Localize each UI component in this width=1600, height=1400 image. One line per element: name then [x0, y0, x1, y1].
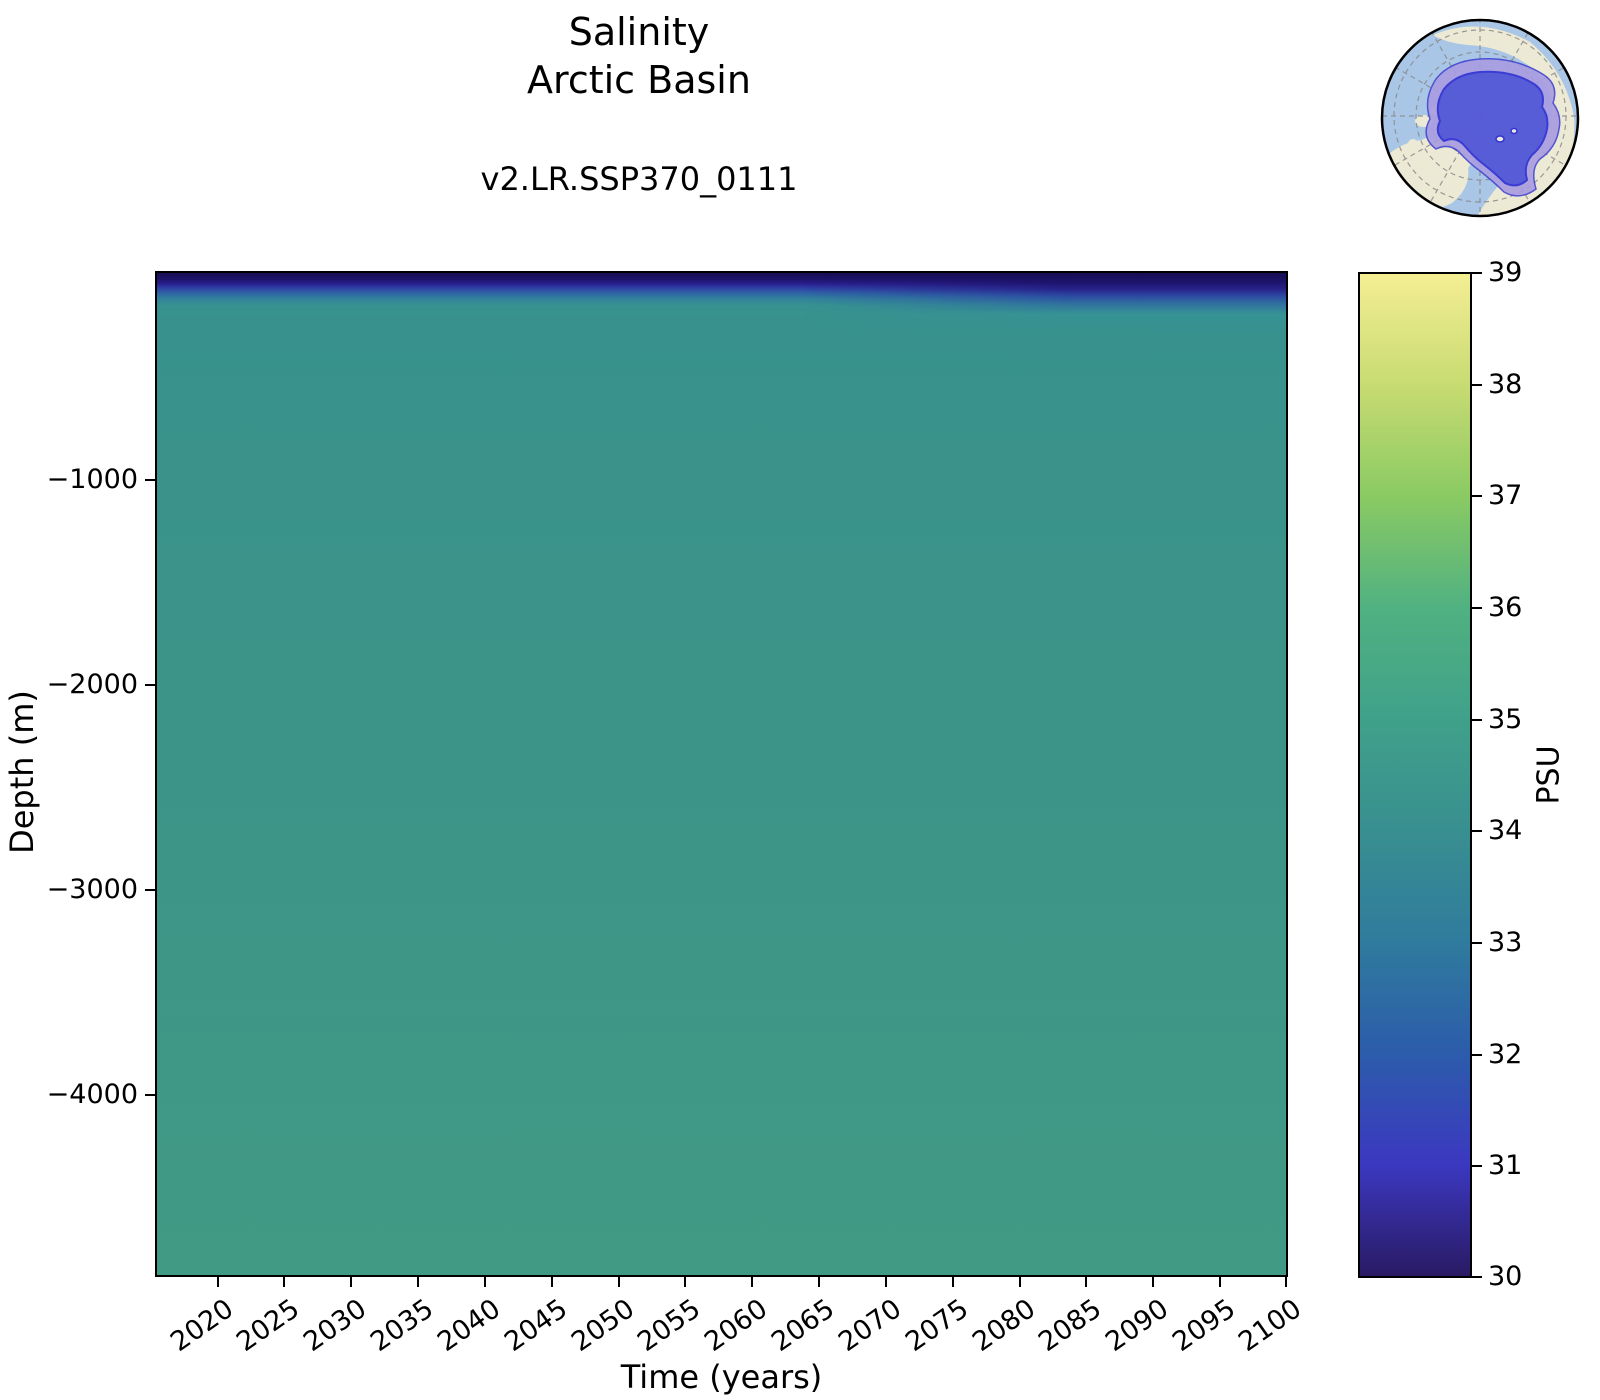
x-tick	[952, 1277, 954, 1287]
colorbar-tick-label: 35	[1488, 704, 1523, 735]
colorbar-tick	[1472, 942, 1482, 944]
colorbar-axis-title: PSU	[1531, 745, 1567, 805]
salinity-heatmap-panel	[155, 271, 1288, 1277]
x-tick	[417, 1277, 419, 1287]
x-tick	[484, 1277, 486, 1287]
x-tick	[1219, 1277, 1221, 1287]
x-tick	[618, 1277, 620, 1287]
y-tick-label: −3000	[46, 874, 138, 905]
x-tick	[1085, 1277, 1087, 1287]
x-tick	[1152, 1277, 1154, 1287]
x-axis-title: Time (years)	[620, 1358, 823, 1396]
colorbar-tick	[1472, 1165, 1482, 1167]
x-tick	[684, 1277, 686, 1287]
colorbar-tick-label: 38	[1488, 369, 1523, 400]
y-tick	[145, 684, 155, 686]
x-tick	[283, 1277, 285, 1287]
figure-subtitle: v2.LR.SSP370_0111	[480, 160, 798, 198]
globe-orthographic-icon	[1380, 18, 1580, 218]
y-tick	[145, 889, 155, 891]
colorbar-tick-label: 31	[1488, 1150, 1523, 1181]
colorbar-tick	[1472, 1054, 1482, 1056]
y-tick	[145, 479, 155, 481]
colorbar-tick	[1472, 607, 1482, 609]
arctic-region-inset-map	[1378, 17, 1582, 221]
colorbar-tick	[1472, 1276, 1482, 1278]
colorbar-tick-label: 32	[1488, 1039, 1523, 1070]
x-tick	[818, 1277, 820, 1287]
colorbar-tick	[1472, 495, 1482, 497]
x-tick	[1285, 1277, 1287, 1287]
colorbar-tick	[1472, 830, 1482, 832]
x-tick	[551, 1277, 553, 1287]
x-tick	[1019, 1277, 1021, 1287]
colorbar-tick-label: 34	[1488, 815, 1523, 846]
y-tick-label: −1000	[46, 464, 138, 495]
y-axis-title: Depth (m)	[3, 690, 41, 854]
colorbar-tick	[1472, 272, 1482, 274]
colorbar-tick	[1472, 719, 1482, 721]
colorbar-tick-label: 36	[1488, 592, 1523, 623]
y-tick-label: −4000	[46, 1079, 138, 1110]
colorbar-tick-label: 37	[1488, 480, 1523, 511]
region-highlight-fill	[1436, 70, 1549, 187]
colorbar-tick-label: 30	[1488, 1261, 1523, 1292]
figure-title-line2: Arctic Basin	[527, 58, 751, 102]
x-tick	[885, 1277, 887, 1287]
y-tick-label: −2000	[46, 669, 138, 700]
figure-title-line1: Salinity	[568, 10, 710, 54]
surface-fresh-layer-late-century	[806, 273, 1286, 351]
colorbar-tick	[1472, 384, 1482, 386]
x-tick	[751, 1277, 753, 1287]
colorbar-tick-label: 33	[1488, 927, 1523, 958]
y-tick	[145, 1094, 155, 1096]
x-tick	[350, 1277, 352, 1287]
colorbar-tick-label: 39	[1488, 257, 1523, 288]
colorbar	[1358, 272, 1472, 1278]
x-tick	[217, 1277, 219, 1287]
